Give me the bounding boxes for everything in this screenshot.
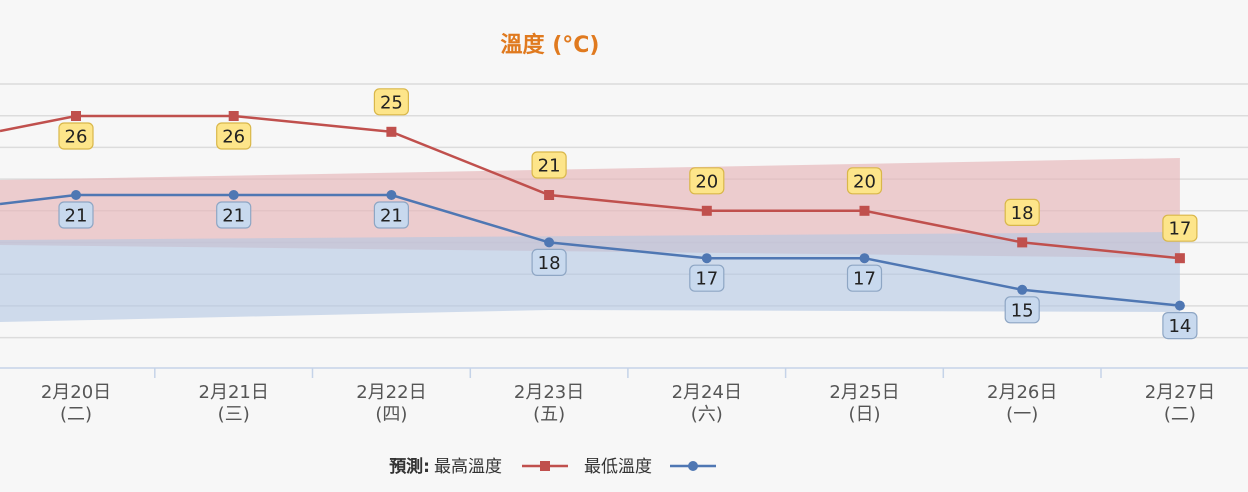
data-labels: 26 26 25 21 20 20 18 17 21 21 21 18 17 17 15 14	[58, 88, 1198, 340]
x-tick-label-weekday: (六)	[691, 404, 723, 425]
legend-symbol-min	[670, 461, 716, 471]
data-label-text: 17	[853, 269, 876, 290]
data-label-min: 14	[1162, 312, 1198, 340]
x-tick-label-weekday: (日)	[848, 404, 880, 425]
point-min[interactable]	[386, 190, 397, 200]
data-label-box	[846, 264, 883, 292]
data-label-text: 21	[380, 206, 403, 227]
legend[interactable]: 預測: 最高溫度 最低溫度	[389, 456, 716, 477]
data-label-box	[689, 264, 725, 292]
data-label-box	[373, 201, 409, 229]
data-label-max: 25	[373, 88, 409, 116]
x-tick-label-weekday: (一)	[1006, 404, 1038, 425]
data-label-box	[1162, 312, 1198, 340]
data-label-text: 18	[538, 253, 561, 274]
point-max[interactable]	[228, 111, 239, 121]
x-tick-label-date: 2月25日	[829, 382, 899, 403]
x-tick-label-date: 2月27日	[1145, 382, 1215, 403]
data-label-max: 18	[1004, 198, 1040, 226]
range-band-max	[0, 158, 1180, 258]
data-label-text: 17	[695, 269, 718, 290]
data-label-box	[216, 201, 252, 229]
point-max[interactable]	[859, 205, 870, 216]
chart-title: 溫度 (°C)	[501, 32, 600, 58]
data-label-max: 21	[531, 151, 567, 179]
data-label-box	[58, 122, 94, 150]
data-label-text: 21	[222, 206, 245, 227]
data-label-box	[689, 167, 725, 195]
data-label-text: 17	[1168, 219, 1191, 240]
legend-marker	[540, 461, 550, 471]
data-label-box	[531, 151, 567, 179]
data-label-box	[216, 122, 252, 150]
x-tick-label-weekday: (五)	[533, 404, 565, 425]
data-label-box	[846, 167, 883, 195]
data-label-text: 14	[1168, 316, 1191, 337]
point-min[interactable]	[701, 253, 712, 264]
point-min[interactable]	[71, 190, 81, 200]
data-label-max: 20	[846, 167, 883, 195]
data-label-text: 20	[853, 171, 876, 192]
point-max[interactable]	[1017, 237, 1028, 248]
point-max[interactable]	[71, 111, 81, 121]
data-label-min: 17	[689, 264, 725, 292]
data-label-min: 17	[846, 264, 883, 292]
x-tick-label-date: 2月23日	[514, 382, 584, 403]
data-label-max: 26	[58, 122, 94, 150]
point-min[interactable]	[228, 190, 239, 200]
x-axis: 2月20日(二)2月21日(三)2月22日(四)2月23日(五)2月24日(六)…	[0, 367, 1248, 425]
legend-marker	[688, 461, 698, 471]
data-label-text: 21	[65, 206, 88, 227]
x-tick-label-date: 2月24日	[672, 382, 742, 403]
data-label-text: 26	[222, 127, 245, 148]
x-tick-label-date: 2月20日	[41, 382, 111, 403]
data-label-max: 20	[689, 167, 725, 195]
x-tick-label-date: 2月21日	[199, 382, 269, 403]
data-label-text: 25	[380, 92, 403, 113]
data-label-text: 26	[65, 127, 88, 148]
point-max[interactable]	[1174, 253, 1185, 264]
data-label-max: 17	[1162, 214, 1198, 242]
x-tick-label-weekday: (二)	[60, 404, 92, 425]
x-tick-label-date: 2月26日	[987, 382, 1057, 403]
point-min[interactable]	[1017, 284, 1028, 295]
point-max[interactable]	[544, 190, 555, 200]
x-tick-label-weekday: (四)	[375, 404, 407, 425]
data-label-box	[373, 88, 409, 116]
data-label-text: 20	[695, 171, 718, 192]
x-tick-label-weekday: (二)	[1164, 404, 1196, 425]
data-label-text: 15	[1011, 300, 1034, 321]
legend-symbol-max	[522, 461, 568, 471]
data-label-text: 18	[1011, 203, 1034, 224]
data-label-box	[1004, 296, 1040, 324]
data-label-min: 21	[373, 201, 409, 229]
x-tick-label-date: 2月22日	[356, 382, 426, 403]
data-label-text: 21	[538, 156, 561, 177]
data-label-min: 18	[531, 248, 567, 276]
data-label-box	[1162, 214, 1198, 242]
point-max[interactable]	[701, 205, 712, 216]
data-label-min: 21	[58, 201, 94, 229]
data-label-max: 26	[216, 122, 252, 150]
data-label-box	[58, 201, 94, 229]
point-max[interactable]	[386, 126, 397, 137]
series-lines	[0, 111, 1185, 311]
legend-prefix: 預測:	[389, 456, 430, 477]
x-tick-label-weekday: (三)	[218, 404, 250, 425]
data-label-min: 15	[1004, 296, 1040, 324]
data-label-box	[531, 248, 567, 276]
point-min[interactable]	[544, 237, 555, 248]
range-band-min	[0, 232, 1180, 322]
data-label-min: 21	[216, 201, 252, 229]
legend-label-max: 最高溫度	[434, 457, 502, 477]
data-label-box	[1004, 198, 1040, 226]
legend-label-min: 最低溫度	[584, 457, 652, 477]
range-bands	[0, 158, 1180, 322]
point-min[interactable]	[1174, 300, 1185, 311]
point-min[interactable]	[859, 253, 870, 264]
